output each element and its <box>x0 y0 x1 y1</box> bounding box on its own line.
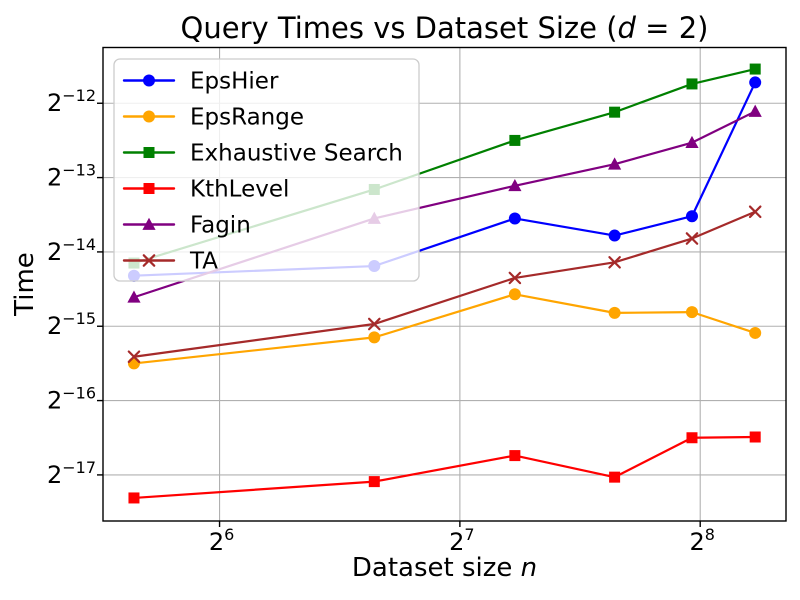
y-tick-label-4: 2−16 <box>47 384 96 415</box>
y-axis-label: Time <box>10 252 40 316</box>
y-tick-label-5: 2−17 <box>47 458 96 489</box>
x-tick-label-2: 28 <box>689 525 714 556</box>
x-tick-label-0: 26 <box>209 525 234 556</box>
chart-title-text: Query Times vs Dataset Size ( <box>180 11 618 45</box>
legend-item-epsrange: EpsRange <box>122 105 304 131</box>
axes: 26 27 28 2−12 2−13 2−14 2−15 2−16 2−17 <box>47 46 787 556</box>
legend-label-ta: TA <box>189 249 218 275</box>
legend-item-fagin: Fagin <box>122 213 251 239</box>
legend-label-exhaustive-search: Exhaustive Search <box>190 141 403 167</box>
chart-title-suffix: = 2) <box>635 11 709 45</box>
legend-item-ta: TA <box>122 249 218 275</box>
y-tick-labels: 2−12 2−13 2−14 2−15 2−16 2−17 <box>47 86 96 489</box>
legend: EpsHier EpsRange Exhaustive Search KthLevel… <box>113 58 420 282</box>
legend-item-exhaustive-search: Exhaustive Search <box>122 141 403 167</box>
legend-item-epshier: EpsHier <box>122 69 279 95</box>
y-tick-label-2: 2−14 <box>47 235 96 266</box>
legend-label-kthlevel: KthLevel <box>190 177 289 203</box>
series-ta <box>127 205 762 364</box>
chart-title: Query Times vs Dataset Size (d = 2) <box>89 9 800 47</box>
legend-item-kthlevel: KthLevel <box>122 177 289 203</box>
legend-box <box>113 58 420 282</box>
legend-label-epsrange: EpsRange <box>190 105 304 131</box>
x-axis-label-variable: n <box>520 553 538 583</box>
legend-label-epshier: EpsHier <box>190 69 279 95</box>
y-tick-label-0: 2−12 <box>47 86 96 117</box>
y-tick-label-1: 2−13 <box>47 161 96 192</box>
y-tick-label-3: 2−15 <box>47 309 96 340</box>
x-axis-label-text: Dataset size <box>351 553 521 583</box>
x-axis-label: Dataset size n <box>89 552 800 584</box>
x-tick-labels: 26 27 28 <box>209 525 715 556</box>
x-tick-label-1: 27 <box>449 525 474 556</box>
chart-title-variable: d <box>617 11 636 45</box>
series-kthlevel <box>128 431 761 504</box>
legend-label-fagin: Fagin <box>190 213 251 239</box>
